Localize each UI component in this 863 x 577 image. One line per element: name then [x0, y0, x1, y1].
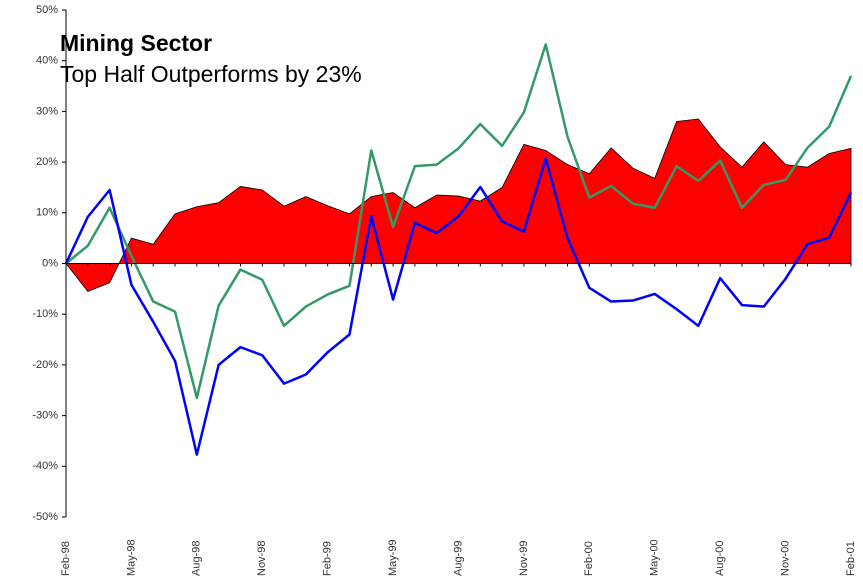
y-tick-label: 30%: [36, 105, 58, 117]
y-tick-label: 0%: [42, 257, 58, 269]
x-tick-label: Aug-98: [191, 541, 203, 576]
y-tick-label: -20%: [32, 359, 58, 371]
x-tick-label: Nov-98: [256, 541, 268, 576]
line: [64, 157, 853, 456]
x-tick-label: Feb-99: [322, 541, 334, 576]
chart-title: Mining Sector: [60, 30, 212, 56]
x-tick-label: May-98: [125, 539, 137, 576]
chart-subtitle: Top Half Outperforms by 23%: [60, 61, 362, 87]
x-tick-label: Aug-99: [452, 541, 464, 576]
y-tick-label: 40%: [36, 55, 58, 67]
x-tick-label: Feb-01: [845, 541, 857, 576]
y-tick-label: -50%: [32, 511, 58, 523]
x-tick-label: May-99: [387, 539, 399, 576]
y-tick-label: -30%: [32, 410, 58, 422]
y-tick-label: -40%: [32, 460, 58, 472]
area: [65, 118, 852, 292]
y-tick-label: -10%: [32, 308, 58, 320]
x-tick-label: Nov-00: [779, 541, 791, 576]
x-tick-label: Nov-99: [518, 541, 530, 576]
x-tick-label: May-00: [649, 539, 661, 576]
x-tick-label: Aug-00: [714, 541, 726, 576]
x-tick-label: Feb-98: [60, 541, 72, 576]
y-tick-label: 50%: [36, 4, 58, 16]
y-tick-label: 20%: [36, 156, 58, 168]
y-tick-label: 10%: [36, 207, 58, 219]
x-tick-label: Feb-00: [583, 541, 595, 576]
line: [65, 43, 853, 400]
